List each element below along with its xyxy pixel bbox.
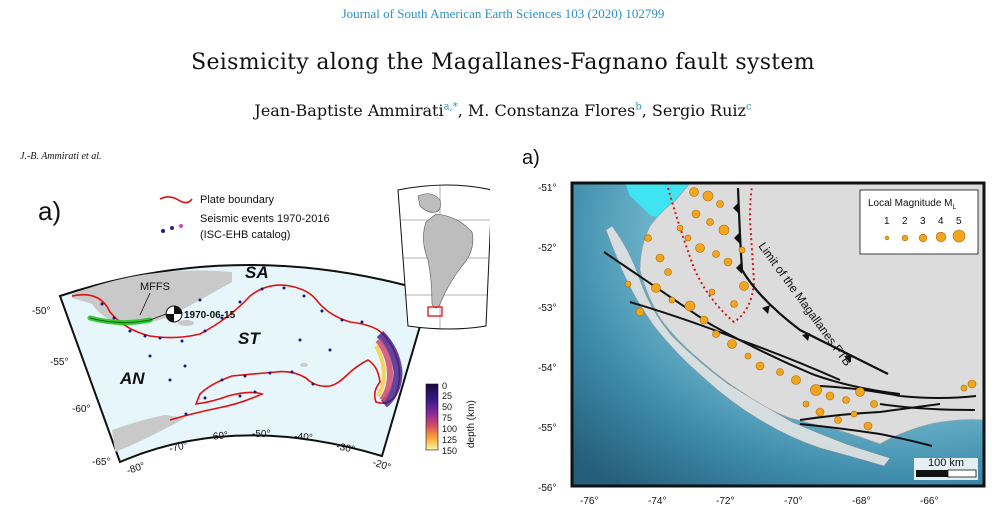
- depth-colorbar: [425, 383, 439, 451]
- author-2[interactable]: M. Constanza Flores: [467, 101, 636, 120]
- author-1[interactable]: Jean-Baptiste Ammirati: [254, 101, 444, 120]
- legend-plate-boundary: Plate boundary: [200, 194, 274, 206]
- author-1-affiliation[interactable]: a,*: [443, 101, 458, 113]
- right-panel-label: a): [522, 147, 540, 169]
- legend-plate-boundary-swatch: [159, 196, 193, 204]
- lat-tick-65: -65°: [92, 457, 110, 468]
- colorbar-label: depth (km): [466, 400, 477, 448]
- svg-text:2: 2: [902, 216, 908, 227]
- antarctica-land: [112, 415, 185, 452]
- south-america-land: [72, 270, 232, 326]
- svg-text:150: 150: [442, 446, 457, 456]
- author-3[interactable]: Sergio Ruiz: [651, 101, 746, 120]
- author-list: Jean-Baptiste Ammiratia,*, M. Constanza …: [254, 101, 752, 120]
- svg-text:0: 0: [442, 381, 447, 391]
- legend-event-dot-1: [161, 229, 165, 233]
- paper-title: Seismicity along the Magallanes-Fagnano …: [191, 50, 815, 75]
- plate-boundary-line: [71, 284, 401, 421]
- earthquake-events: [624, 187, 977, 431]
- label-mffs: MFFS: [140, 281, 170, 293]
- svg-text:125: 125: [442, 435, 457, 445]
- svg-text:-74°: -74°: [648, 496, 666, 507]
- icefield: [625, 183, 700, 217]
- lon-tick-70: -70°: [168, 440, 188, 455]
- svg-text:-70°: -70°: [784, 496, 802, 507]
- lon-tick-40: -40°: [294, 431, 314, 444]
- legend-events-line1: Seismic events 1970-2016: [200, 213, 330, 225]
- svg-text:-76°: -76°: [580, 496, 598, 507]
- svg-text:-53°: -53°: [538, 303, 556, 314]
- journal-line: Journal of South American Earth Sciences…: [341, 6, 665, 21]
- author-2-affiliation[interactable]: b: [635, 101, 642, 113]
- svg-text:1: 1: [884, 216, 890, 227]
- lat-tick-60: -60°: [72, 404, 90, 415]
- local-seismicity-map: a) Limit of the Magallanes FTB: [514, 138, 1006, 528]
- lon-tick-30: -30°: [335, 441, 355, 456]
- legend-event-dot-3: [179, 224, 183, 228]
- magnitude-legend-circles: [884, 229, 966, 243]
- seismic-event-dots: [100, 286, 364, 416]
- scale-bar-black: [916, 470, 948, 477]
- label-an-plate: AN: [119, 369, 145, 388]
- regional-seismicity-map: a) MFFS 1970-06-15 SA ST AN: [0, 170, 493, 528]
- svg-text:-56°: -56°: [538, 483, 556, 494]
- falkland-islands: [178, 320, 194, 326]
- scale-bar-label: 100 km: [928, 457, 964, 469]
- legend-events-line2: (ISC-EHB catalog): [200, 229, 290, 241]
- lon-tick-20: -20°: [371, 457, 392, 473]
- magnitude-legend-labels: 1 2 3 4 5: [884, 216, 962, 227]
- magnitude-legend-title: Local Magnitude ML: [868, 198, 957, 211]
- svg-text:75: 75: [442, 413, 452, 423]
- svg-text:3: 3: [920, 216, 926, 227]
- left-panel-label: a): [38, 196, 61, 226]
- label-sa-plate: SA: [245, 263, 269, 282]
- svg-text:-51°: -51°: [538, 183, 556, 194]
- right-lon-ticks: -76° -74° -72° -70° -68° -66°: [580, 496, 938, 507]
- svg-text:-68°: -68°: [852, 496, 870, 507]
- lat-tick-50: -50°: [32, 306, 50, 317]
- svg-text:50: 50: [442, 402, 452, 412]
- red-dotted-boundary: [667, 185, 756, 324]
- svg-text:-55°: -55°: [538, 423, 556, 434]
- right-lat-ticks: -51° -52° -53° -54° -55° -56°: [538, 183, 556, 494]
- colorbar-ticks: 0 25 50 75 100 125 150: [442, 381, 457, 456]
- lat-tick-55: -55°: [50, 357, 68, 368]
- scale-bar-white: [947, 469, 977, 478]
- inset-region-box: [427, 306, 443, 317]
- svg-text:100: 100: [442, 424, 457, 434]
- running-header: J.-B. Ammirati et al.: [20, 151, 102, 162]
- label-event-date: 1970-06-15: [184, 310, 236, 321]
- south-georgia-island: [300, 363, 308, 367]
- svg-text:25: 25: [442, 391, 452, 401]
- focal-mechanism-icon: [165, 305, 183, 323]
- archipelago: [605, 225, 891, 467]
- lon-tick-60: -60°: [209, 430, 229, 443]
- lon-tick-50: -50°: [252, 429, 270, 440]
- label-st-plate: ST: [238, 329, 261, 348]
- lon-tick-80: -80°: [126, 461, 147, 477]
- svg-text:4: 4: [938, 216, 944, 227]
- svg-text:-52°: -52°: [538, 243, 556, 254]
- magnitude-legend-box: [859, 189, 979, 255]
- svg-text:-66°: -66°: [920, 496, 938, 507]
- sandwich-arc-seismicity: [374, 330, 403, 408]
- svg-text:-72°: -72°: [716, 496, 734, 507]
- svg-text:5: 5: [956, 216, 962, 227]
- map-frame: [570, 181, 986, 488]
- svg-text:-54°: -54°: [538, 363, 556, 374]
- author-3-affiliation[interactable]: c: [745, 101, 752, 113]
- mffs-fault-center: [89, 317, 151, 324]
- legend-event-dot-2: [170, 226, 174, 230]
- ftb-thrust-teeth: [733, 202, 852, 363]
- inset-locator-map: [397, 184, 493, 330]
